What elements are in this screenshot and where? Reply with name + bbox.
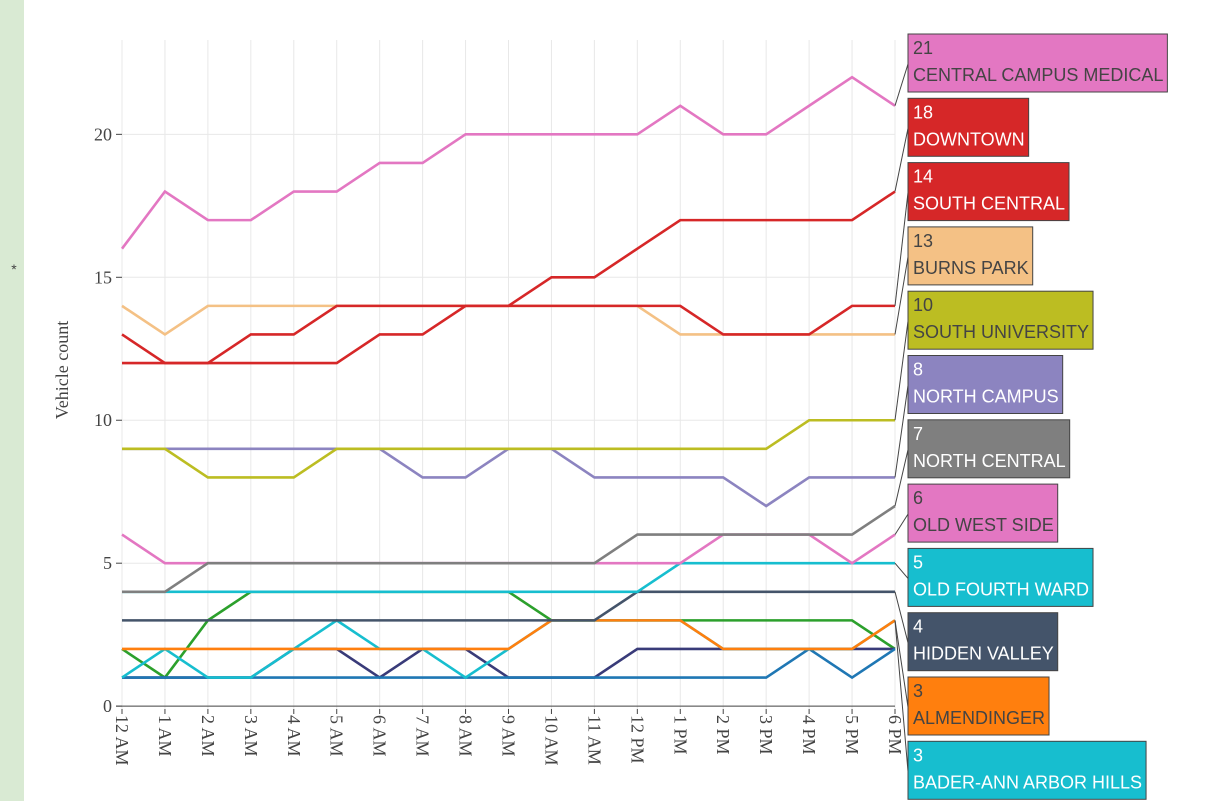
label-connector: [894, 562, 909, 579]
label-value: 3: [913, 745, 923, 765]
sidebar-marker: *: [11, 261, 17, 277]
label-value: 4: [913, 617, 923, 637]
x-tick-label: 4 AM: [284, 715, 304, 757]
x-tick-label: 2 AM: [198, 715, 218, 757]
x-tick-label: 1 AM: [155, 715, 175, 757]
end-labels: 21 CENTRAL CAMPUS MEDICAL 18 DOWNTOWN 14 SOUT…: [894, 33, 1168, 800]
label-name: SOUTH UNIVERSITY: [913, 322, 1089, 342]
lines: [120, 75, 896, 680]
label-value: 10: [913, 295, 933, 315]
x-tick-label: 1 PM: [670, 715, 690, 755]
x-tick-label: 4 PM: [799, 715, 819, 755]
x-tick-label: 2 PM: [713, 715, 733, 755]
series-line: [120, 75, 896, 250]
x-tick-label: 12 PM: [627, 715, 647, 764]
y-tick-label: 0: [103, 696, 112, 716]
label-name: NORTH CAMPUS: [913, 387, 1059, 407]
label-value: 3: [913, 681, 923, 701]
label-box: [907, 162, 1070, 222]
grid: 12 AM 1 AM 2 AM 3 AM 4 AM 5 AM 6 AM 7 AM 8 AM 9 A…: [94, 40, 905, 766]
label-box: [907, 97, 1030, 157]
label-value: 18: [913, 102, 933, 122]
label-name: NORTH CENTRAL: [913, 451, 1066, 471]
y-tick-label: 20: [94, 124, 112, 144]
x-tick-label: 3 AM: [241, 715, 261, 757]
label-name: HIDDEN VALLEY: [913, 644, 1054, 664]
y-axis-label: Vehicle count: [52, 321, 72, 419]
y-tick-label: 10: [94, 410, 112, 430]
label-box: [907, 612, 1059, 672]
x-tick-label: 10 AM: [541, 715, 561, 766]
label-box: [907, 419, 1071, 479]
label-connector: [894, 321, 909, 421]
label-value: 13: [913, 231, 933, 251]
x-tick-label: 7 AM: [413, 715, 433, 757]
label-name: OLD WEST SIDE: [913, 515, 1054, 535]
label-value: 5: [913, 552, 923, 572]
label-box: [907, 676, 1050, 736]
label-name: SOUTH CENTRAL: [913, 194, 1065, 214]
y-tick-label: 15: [94, 267, 112, 287]
y-tick-label: 5: [103, 553, 112, 573]
label-name: DOWNTOWN: [913, 129, 1025, 149]
label-value: 14: [913, 167, 933, 187]
label-connector: [894, 620, 909, 772]
series-line: [122, 418, 895, 479]
sidebar: [0, 0, 24, 801]
label-box: [907, 483, 1059, 543]
label-name: ALMENDINGER: [913, 708, 1045, 728]
series-line: [122, 504, 896, 594]
x-tick-label: 3 PM: [756, 715, 776, 755]
label-connector: [894, 591, 909, 643]
label-connector: [894, 128, 909, 192]
label-box: [907, 290, 1094, 350]
label-connector: [894, 256, 909, 335]
label-name: CENTRAL CAMPUS MEDICAL: [913, 65, 1163, 85]
x-tick-label: 6 AM: [370, 715, 390, 757]
label-connector: [894, 449, 909, 507]
label-connector: [894, 385, 909, 478]
label-value: 7: [913, 424, 923, 444]
label-value: 21: [913, 38, 933, 58]
series-line: [122, 190, 896, 365]
label-name: BADER-ANN ARBOR HILLS: [913, 772, 1142, 792]
label-name: OLD FOURTH WARD: [913, 579, 1089, 599]
label-connector: [894, 513, 909, 535]
label-name: BURNS PARK: [913, 258, 1029, 278]
label-box: [907, 740, 1147, 800]
x-tick-label: 9 AM: [499, 715, 519, 757]
label-box: [907, 33, 1168, 93]
x-tick-label: 12 AM: [112, 715, 132, 766]
label-connector: [894, 192, 909, 306]
label-value: 6: [913, 488, 923, 508]
series-line: [122, 619, 896, 651]
label-box: [907, 226, 1034, 286]
label-connector: [894, 620, 909, 708]
label-box: [907, 547, 1094, 607]
x-tick-label: 8 AM: [456, 715, 476, 757]
x-tick-label: 5 AM: [327, 715, 347, 757]
label-box: [907, 355, 1064, 414]
x-tick-label: 11 AM: [584, 715, 604, 765]
label-connector: [894, 63, 909, 106]
x-tick-label: 6 PM: [885, 715, 905, 755]
x-tick-label: 5 PM: [842, 715, 862, 755]
label-value: 8: [913, 360, 923, 380]
series-line: [122, 561, 895, 594]
series-line: [122, 590, 895, 622]
